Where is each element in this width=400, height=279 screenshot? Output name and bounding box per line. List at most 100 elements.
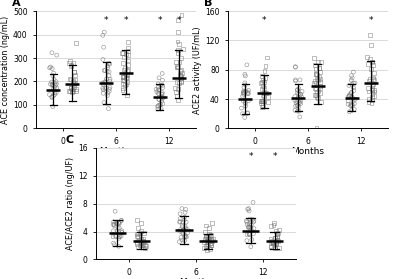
Point xyxy=(272,245,278,249)
Point xyxy=(268,244,274,249)
Point xyxy=(68,62,75,67)
Point xyxy=(238,106,245,110)
Point xyxy=(118,234,124,238)
Point xyxy=(370,76,377,81)
Point xyxy=(178,80,184,84)
Point xyxy=(259,99,266,104)
Point xyxy=(182,226,189,230)
Point xyxy=(50,83,56,88)
Point xyxy=(137,230,143,235)
Point xyxy=(50,86,56,90)
Point xyxy=(248,237,255,242)
Point xyxy=(367,43,374,47)
Point xyxy=(124,68,131,73)
Point xyxy=(350,99,356,104)
Point xyxy=(246,225,252,229)
Point xyxy=(119,229,125,233)
Point xyxy=(50,82,56,87)
Point xyxy=(100,86,106,90)
Point xyxy=(124,73,131,77)
Point xyxy=(119,51,125,56)
Point xyxy=(317,91,323,95)
Point xyxy=(292,94,298,99)
Point xyxy=(140,242,147,247)
Point xyxy=(242,81,248,85)
Point xyxy=(52,92,58,97)
Point xyxy=(142,243,148,247)
Point xyxy=(156,97,162,102)
Point xyxy=(369,92,376,97)
Point xyxy=(106,87,112,91)
Point xyxy=(118,218,124,222)
Point xyxy=(68,86,74,90)
Point xyxy=(208,243,214,247)
Point xyxy=(314,95,320,100)
Point xyxy=(292,78,299,82)
Point xyxy=(112,209,118,213)
Point xyxy=(49,50,55,55)
Point xyxy=(52,85,58,89)
Point xyxy=(120,78,126,82)
Point xyxy=(107,85,113,90)
Point xyxy=(312,93,318,97)
Point xyxy=(298,92,304,97)
Point xyxy=(102,80,108,84)
Point xyxy=(347,104,354,108)
Point xyxy=(50,71,57,75)
Point xyxy=(123,81,130,86)
Point xyxy=(294,103,300,108)
Point xyxy=(123,73,129,78)
Point xyxy=(261,80,267,85)
Point xyxy=(316,86,323,90)
Point xyxy=(154,104,161,109)
Point xyxy=(110,235,116,239)
Point xyxy=(313,72,320,76)
Point xyxy=(120,51,126,55)
Point xyxy=(137,243,144,248)
Point xyxy=(261,85,267,90)
Point xyxy=(155,82,162,86)
Point xyxy=(292,65,299,69)
Point xyxy=(311,81,318,85)
Point xyxy=(120,75,126,80)
Point xyxy=(160,85,166,90)
Point xyxy=(125,58,131,63)
Point xyxy=(104,65,111,70)
Point xyxy=(294,91,300,95)
Point xyxy=(178,76,184,80)
Point xyxy=(71,82,78,86)
Point xyxy=(245,88,252,93)
Point xyxy=(242,83,248,87)
Point xyxy=(110,241,117,245)
Point xyxy=(54,86,60,90)
Point xyxy=(352,97,358,102)
Point xyxy=(242,115,248,120)
Point xyxy=(247,229,254,233)
Point xyxy=(243,218,250,223)
Point xyxy=(247,217,253,221)
Point xyxy=(155,107,161,111)
Point xyxy=(177,73,184,77)
Point xyxy=(258,81,264,85)
Point xyxy=(299,89,305,94)
Point xyxy=(312,87,319,91)
Point xyxy=(258,99,264,104)
Point xyxy=(317,84,324,88)
Point xyxy=(296,92,302,96)
Point xyxy=(110,220,117,224)
Point xyxy=(367,32,374,37)
Point xyxy=(119,230,125,235)
Point xyxy=(181,218,188,223)
Point xyxy=(125,63,131,67)
Point xyxy=(346,83,352,88)
Point xyxy=(246,231,252,236)
Point xyxy=(112,234,119,238)
Point xyxy=(261,99,267,104)
Point xyxy=(69,89,75,93)
Point xyxy=(368,67,374,71)
Point xyxy=(204,248,210,252)
Point xyxy=(156,92,162,96)
Point xyxy=(246,232,253,237)
Point xyxy=(364,55,370,59)
Point xyxy=(142,246,148,250)
